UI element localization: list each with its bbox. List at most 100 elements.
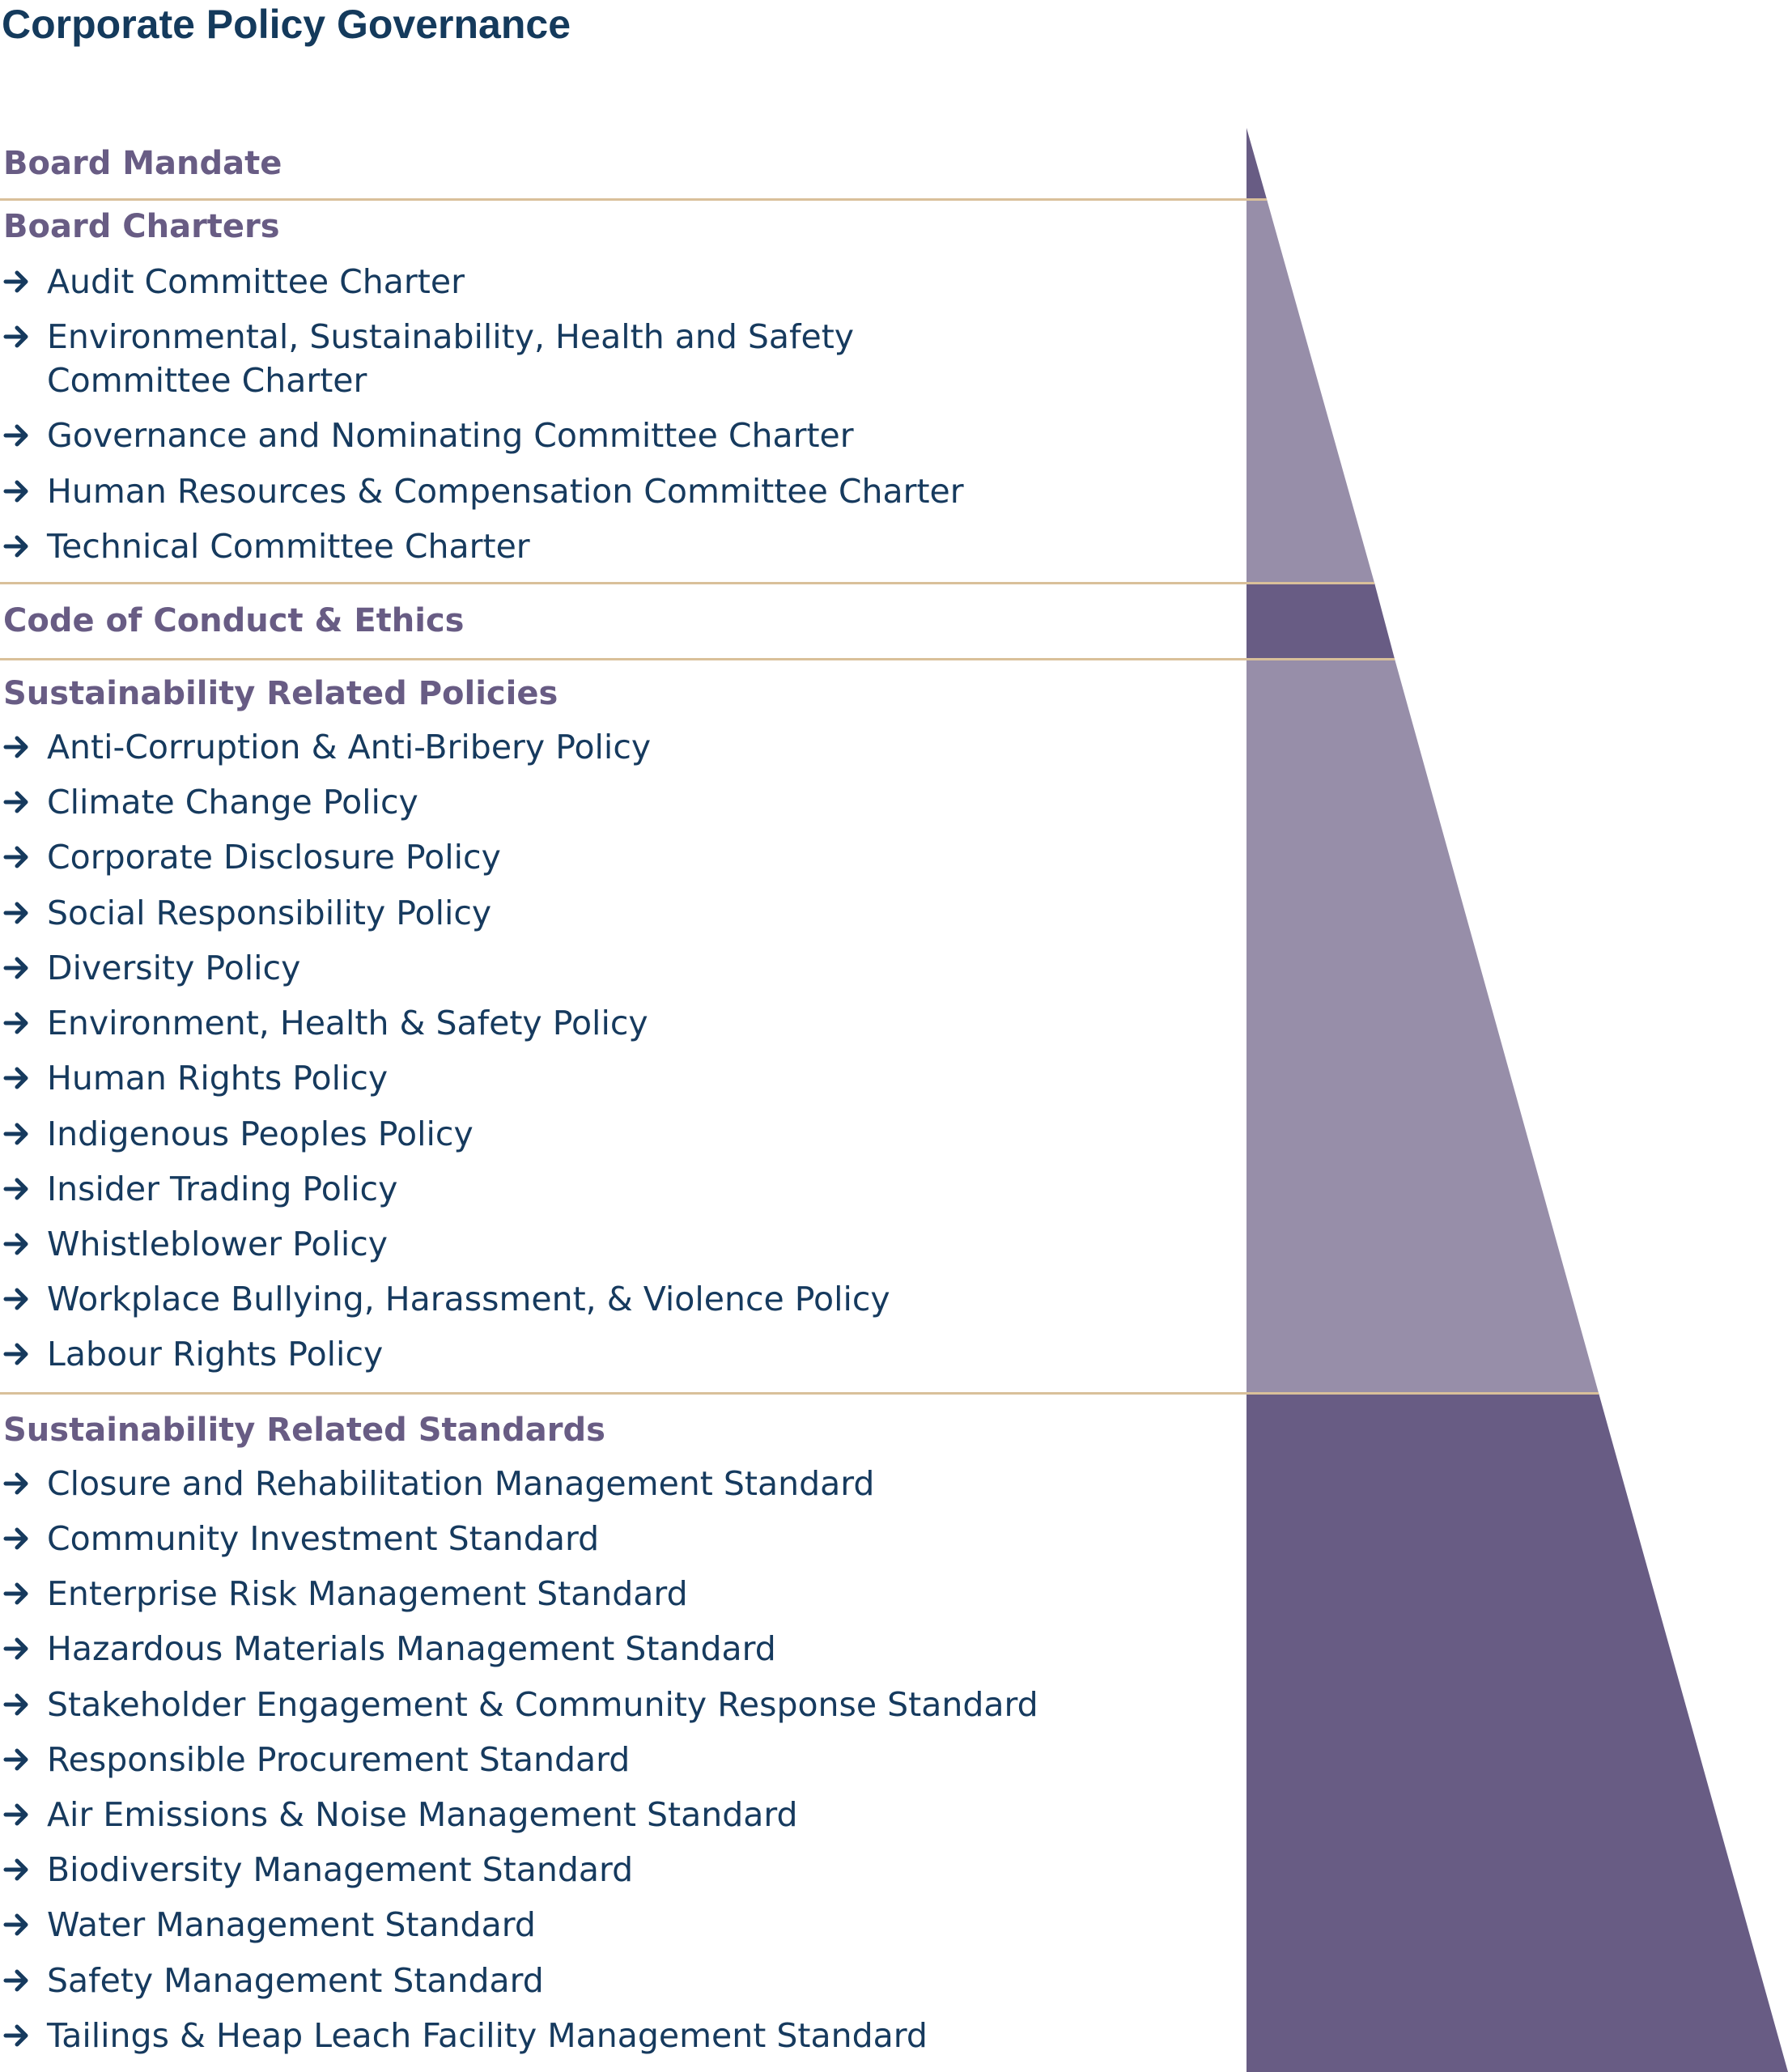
list-item: Human Resources & Compensation Committee… bbox=[3, 469, 964, 513]
list-item: Water Management Standard bbox=[3, 1903, 536, 1947]
page-title: Corporate Policy Governance bbox=[2, 2, 571, 47]
arrow-right-icon bbox=[3, 1738, 31, 1781]
list-item-label: Hazardous Materials Management Standard bbox=[47, 1629, 776, 1668]
arrow-right-icon bbox=[3, 1572, 31, 1616]
list-item-label: Climate Change Policy bbox=[47, 783, 418, 822]
list-item: Enterprise Risk Management Standard bbox=[3, 1572, 688, 1616]
list-item: Audit Committee Charter bbox=[3, 260, 465, 304]
arrow-right-icon bbox=[3, 2014, 31, 2057]
list-item: Air Emissions & Noise Management Standar… bbox=[3, 1793, 798, 1836]
section-heading-standards: Sustainability Related Standards bbox=[3, 1412, 605, 1449]
list-item: Closure and Rehabilitation Management St… bbox=[3, 1462, 874, 1505]
arrow-right-icon bbox=[3, 1517, 31, 1560]
arrow-right-icon bbox=[3, 1793, 31, 1836]
list-item-label: Air Emissions & Noise Management Standar… bbox=[47, 1795, 798, 1834]
section-divider bbox=[0, 1392, 1599, 1395]
list-item: Technical Committee Charter bbox=[3, 524, 530, 568]
arrow-right-icon bbox=[3, 1627, 31, 1671]
list-item-label: Tailings & Heap Leach Facility Managemen… bbox=[47, 2016, 928, 2055]
arrow-right-icon bbox=[3, 1167, 31, 1211]
list-item: Environment, Health & Safety Policy bbox=[3, 1001, 648, 1045]
arrow-right-icon bbox=[3, 1462, 31, 1505]
list-item-label: Enterprise Risk Management Standard bbox=[47, 1574, 688, 1613]
list-item-label: Governance and Nominating Committee Char… bbox=[47, 416, 854, 455]
section-divider bbox=[0, 658, 1395, 660]
list-item-label: Diversity Policy bbox=[47, 949, 301, 987]
list-item: Labour Rights Policy bbox=[3, 1332, 383, 1376]
list-item-label: Human Rights Policy bbox=[47, 1059, 389, 1098]
arrow-right-icon bbox=[3, 891, 31, 935]
section-heading-code-of-conduct: Code of Conduct & Ethics bbox=[3, 602, 465, 639]
list-item: Diversity Policy bbox=[3, 946, 300, 990]
section-divider bbox=[0, 582, 1374, 584]
list-item-label: Indigenous Peoples Policy bbox=[47, 1115, 474, 1153]
list-item-label: Technical Committee Charter bbox=[47, 527, 530, 566]
list-item-label: Safety Management Standard bbox=[47, 1961, 544, 2000]
list-item: Governance and Nominating Committee Char… bbox=[3, 414, 854, 457]
list-item: Climate Change Policy bbox=[3, 780, 418, 824]
list-item: Tailings & Heap Leach Facility Managemen… bbox=[3, 2014, 928, 2057]
list-item-label: Social Responsibility Policy bbox=[47, 894, 492, 932]
arrow-right-icon bbox=[3, 469, 31, 513]
list-item-label: Workplace Bullying, Harassment, & Violen… bbox=[47, 1280, 890, 1318]
pyramid-band-standards bbox=[1247, 1393, 1788, 2072]
list-item: Social Responsibility Policy bbox=[3, 891, 491, 935]
list-item-label: Environmental, Sustainability, Health an… bbox=[47, 317, 855, 400]
list-item: Safety Management Standard bbox=[3, 1959, 544, 2002]
arrow-right-icon bbox=[3, 1332, 31, 1376]
arrow-right-icon bbox=[3, 1848, 31, 1892]
arrow-right-icon bbox=[3, 835, 31, 879]
section-heading-board-charters: Board Charters bbox=[3, 208, 280, 245]
arrow-right-icon bbox=[3, 414, 31, 457]
list-item-label: Whistleblower Policy bbox=[47, 1225, 389, 1263]
list-item-label: Anti-Corruption & Anti-Bribery Policy bbox=[47, 728, 652, 766]
arrow-right-icon bbox=[3, 1222, 31, 1266]
list-item: Corporate Disclosure Policy bbox=[3, 835, 501, 879]
section-divider bbox=[0, 198, 1267, 201]
pyramid-band-code-of-conduct bbox=[1247, 583, 1395, 659]
arrow-right-icon bbox=[3, 1001, 31, 1045]
list-item-label: Environment, Health & Safety Policy bbox=[47, 1004, 648, 1042]
list-item: Biodiversity Management Standard bbox=[3, 1848, 633, 1892]
arrow-right-icon bbox=[3, 946, 31, 990]
list-item: Responsible Procurement Standard bbox=[3, 1738, 630, 1781]
arrow-right-icon bbox=[3, 725, 31, 769]
list-item-label: Human Resources & Compensation Committee… bbox=[47, 472, 964, 511]
list-item: Community Investment Standard bbox=[3, 1517, 599, 1560]
arrow-right-icon bbox=[3, 1056, 31, 1100]
arrow-right-icon bbox=[3, 1903, 31, 1947]
pyramid-band-board-charters bbox=[1247, 199, 1374, 583]
arrow-right-icon bbox=[3, 524, 31, 568]
arrow-right-icon bbox=[3, 1112, 31, 1156]
list-item-label: Responsible Procurement Standard bbox=[47, 1740, 631, 1779]
list-item-label: Community Investment Standard bbox=[47, 1519, 600, 1558]
section-heading-policies: Sustainability Related Policies bbox=[3, 675, 558, 712]
list-item-label: Water Management Standard bbox=[47, 1905, 536, 1944]
list-item-label: Stakeholder Engagement & Community Respo… bbox=[47, 1685, 1038, 1724]
list-item: Anti-Corruption & Anti-Bribery Policy bbox=[3, 725, 651, 769]
arrow-right-icon bbox=[3, 315, 31, 359]
list-item-label: Biodiversity Management Standard bbox=[47, 1850, 634, 1889]
arrow-right-icon bbox=[3, 1277, 31, 1321]
list-item: Whistleblower Policy bbox=[3, 1222, 388, 1266]
arrow-right-icon bbox=[3, 780, 31, 824]
list-item: Indigenous Peoples Policy bbox=[3, 1112, 474, 1156]
list-item-label: Labour Rights Policy bbox=[47, 1335, 384, 1374]
list-item-label: Corporate Disclosure Policy bbox=[47, 838, 501, 877]
list-item: Workplace Bullying, Harassment, & Violen… bbox=[3, 1277, 890, 1321]
list-item-label: Closure and Rehabilitation Management St… bbox=[47, 1464, 875, 1503]
list-item: Environmental, Sustainability, Health an… bbox=[3, 315, 953, 402]
list-item: Hazardous Materials Management Standard bbox=[3, 1627, 776, 1671]
arrow-right-icon bbox=[3, 1959, 31, 2002]
section-heading-board-mandate: Board Mandate bbox=[3, 145, 282, 182]
list-item-label: Insider Trading Policy bbox=[47, 1170, 398, 1208]
arrow-right-icon bbox=[3, 260, 31, 304]
list-item: Stakeholder Engagement & Community Respo… bbox=[3, 1683, 1038, 1726]
list-item-label: Audit Committee Charter bbox=[47, 262, 465, 301]
pyramid-band-board-mandate bbox=[1247, 128, 1267, 199]
arrow-right-icon bbox=[3, 1683, 31, 1726]
pyramid-band-policies bbox=[1247, 659, 1599, 1393]
list-item: Insider Trading Policy bbox=[3, 1167, 397, 1211]
list-item: Human Rights Policy bbox=[3, 1056, 388, 1100]
